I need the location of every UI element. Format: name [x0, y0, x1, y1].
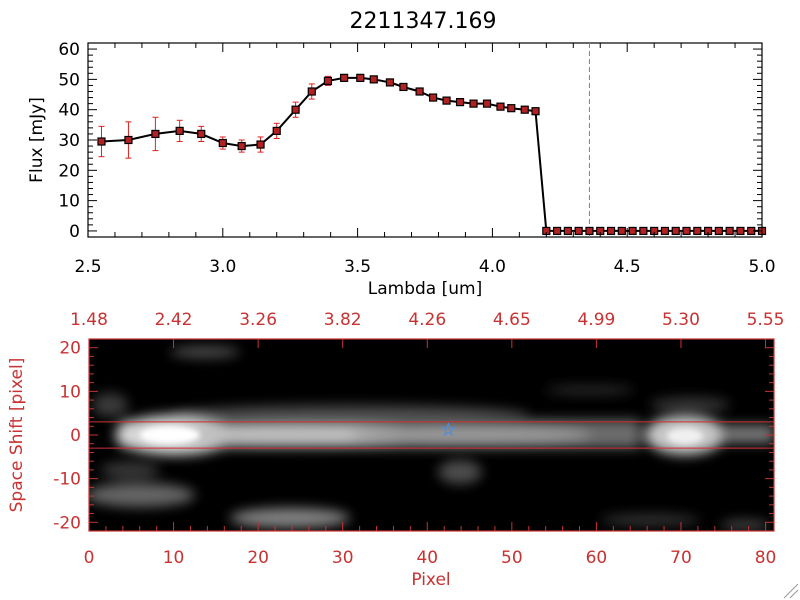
data-point	[507, 104, 516, 113]
top-tick-label: 3.26	[239, 310, 277, 330]
x-tick-label: 2.5	[74, 257, 101, 277]
data-point	[415, 87, 424, 96]
x-tick-label: 10	[163, 548, 185, 568]
data-point	[307, 87, 316, 96]
x-tick-label: 30	[332, 548, 354, 568]
spectrum-2d-panel: 0 10 20 30 40 50 60 70 80 1.48 2.42 3.26 3.82 4.26 4.…	[7, 310, 784, 590]
data-point	[671, 226, 680, 236]
data-point	[455, 98, 465, 107]
y-tick-label: 50	[58, 70, 80, 90]
data-point	[520, 105, 529, 114]
data-point	[124, 135, 133, 145]
x-tick-label: 80	[755, 548, 777, 568]
data-point	[340, 73, 349, 82]
data-point	[97, 137, 106, 146]
data-point	[291, 105, 300, 114]
top-tick-label: 5.30	[662, 310, 700, 330]
data-point	[531, 107, 540, 116]
top-tick-label: 2.42	[155, 310, 193, 330]
x-tick-label: 5.0	[748, 257, 775, 277]
data-point	[369, 75, 378, 84]
x-tick-label: 40	[416, 548, 438, 568]
resize-grip-icon[interactable]	[783, 583, 799, 599]
data-point	[682, 226, 691, 236]
x-tick-label: 20	[247, 548, 269, 568]
y-tick-label: 40	[58, 101, 80, 121]
top-tick-label: 4.65	[493, 310, 531, 330]
data-point	[197, 129, 206, 139]
aperture-lines	[89, 421, 774, 449]
x-tick-label: 70	[670, 548, 692, 568]
star-marker-icon	[441, 422, 456, 436]
top-tick-label: 1.48	[70, 310, 108, 330]
data-point	[563, 226, 572, 236]
y-tick-label: 60	[58, 40, 80, 60]
spectrum-x-ticks: 2.5 3.0 3.5 4.0 4.5 5.0	[74, 43, 776, 277]
data-point	[399, 82, 408, 92]
x-tick-label: 0	[84, 548, 95, 568]
data-point	[496, 102, 505, 111]
data-point	[151, 129, 160, 139]
data-point	[574, 226, 583, 236]
data-point	[639, 226, 648, 236]
spectrum-y-axis-label: Flux [mJy]	[27, 97, 47, 183]
data-point	[714, 226, 723, 236]
x-tick-label: 3.0	[209, 257, 236, 277]
data-point	[628, 226, 637, 236]
reference-line-group	[546, 43, 762, 237]
data-point	[617, 226, 626, 236]
y-tick-label: 30	[58, 131, 80, 151]
x-tick-label: 60	[586, 548, 608, 568]
spectrum-x-axis-label: Lambda [um]	[368, 279, 482, 299]
data-point	[725, 226, 734, 236]
star-marker-group	[441, 422, 456, 436]
heatmap-top-ticks: 1.48 2.42 3.26 3.82 4.26 4.65 4.99 5.30 5.55	[70, 310, 784, 348]
data-point	[218, 138, 227, 148]
data-point	[385, 78, 395, 87]
top-tick-label: 5.55	[747, 310, 785, 330]
spectrum-panel: 2211347.169 2.5 3.0 3.5 4.0 4.5 5.0 0 10 20 30 40…	[27, 9, 776, 299]
x-tick-label: 3.5	[344, 257, 371, 277]
top-tick-label: 3.82	[324, 310, 362, 330]
data-point	[428, 93, 438, 102]
data-point	[175, 126, 184, 136]
heatmap-image	[89, 339, 774, 531]
data-point	[585, 226, 594, 236]
data-point	[323, 76, 333, 85]
data-point	[736, 226, 745, 236]
spectrum-y-ticks: 0 10 20 30 40 50 60	[58, 40, 762, 242]
top-tick-label: 4.26	[408, 310, 446, 330]
data-point	[237, 141, 246, 151]
spectrum-marker-group	[97, 73, 767, 236]
heatmap-x-axis-label: Pixel	[411, 570, 450, 590]
y-tick-label: -20	[53, 513, 81, 533]
heatmap-y-axis-label: Space Shift [pixel]	[7, 358, 27, 513]
data-point	[660, 226, 670, 236]
data-point	[469, 99, 478, 108]
data-point	[553, 226, 562, 236]
data-point	[442, 96, 451, 105]
heatmap-x-ticks: 0 10 20 30 40 50 60 70 80	[84, 522, 777, 568]
y-tick-label: -10	[53, 470, 81, 490]
data-point	[693, 226, 702, 236]
x-tick-label: 4.5	[614, 257, 641, 277]
data-point	[356, 73, 365, 82]
data-point	[272, 126, 281, 136]
x-tick-label: 50	[501, 548, 523, 568]
heatmap-y-ticks: -20 -10 0 10 20	[53, 338, 774, 533]
data-point	[606, 226, 616, 236]
y-tick-label: 20	[58, 161, 80, 181]
x-tick-label: 4.0	[479, 257, 506, 277]
y-tick-label: 0	[69, 222, 80, 242]
spectrum-plot-frame	[87, 42, 763, 238]
y-tick-label: 0	[70, 426, 81, 446]
spectrum-title: 2211347.169	[350, 9, 497, 34]
top-tick-label: 4.99	[577, 310, 615, 330]
y-tick-label: 10	[59, 382, 81, 402]
data-point	[482, 99, 492, 108]
data-point	[256, 140, 265, 149]
y-tick-label: 10	[58, 192, 80, 212]
y-tick-label: 20	[59, 339, 81, 359]
